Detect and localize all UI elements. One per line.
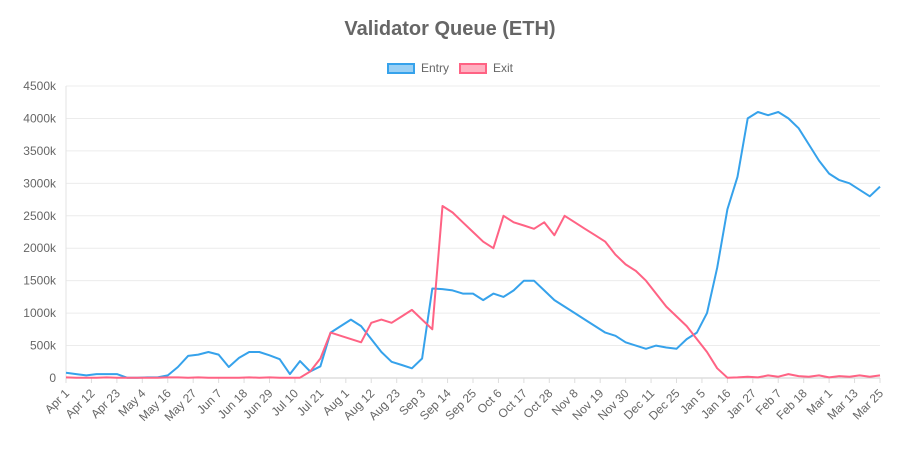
legend-swatch-entry	[386, 62, 415, 74]
y-tick-label: 2000k	[23, 241, 57, 255]
legend-label-entry: Entry	[420, 61, 449, 75]
y-tick-label: 1000k	[23, 306, 57, 320]
legend-swatch-exit	[459, 62, 487, 74]
y-tick-label: 4500k	[23, 79, 57, 93]
legend-label-exit: Exit	[493, 61, 514, 75]
series-line-entry	[65, 111, 881, 379]
x-tick-label: Jan 27	[724, 386, 760, 422]
series-lines	[65, 111, 881, 379]
gridlines	[65, 85, 880, 379]
x-tick-label: Jun 29	[240, 386, 276, 422]
legend-item-exit[interactable]: Exit	[459, 61, 513, 75]
legend: Entry Exit	[0, 61, 900, 75]
y-axis: 0 500k 1000k 1500k 2000k 2500k 3000k 3500k 4000k…	[23, 79, 57, 385]
x-tick-label: Jul 21	[294, 386, 327, 419]
x-tick-label: Oct 28	[521, 386, 556, 421]
x-tick-label: Jul 10	[269, 386, 302, 419]
x-tick-label: Apr 23	[88, 386, 123, 421]
chart-title: Validator Queue (ETH)	[344, 18, 556, 40]
y-tick-label: 2500k	[23, 209, 57, 223]
y-tick-label: 3500k	[23, 144, 57, 158]
y-tick-label: 1500k	[23, 274, 57, 288]
series-line-exit	[65, 205, 881, 379]
y-tick-label: 4000k	[23, 111, 57, 125]
y-tick-label: 0	[49, 371, 56, 385]
legend-item-entry[interactable]: Entry	[386, 61, 449, 75]
y-tick-label: 500k	[30, 339, 57, 353]
y-tick-label: 3000k	[23, 176, 57, 190]
